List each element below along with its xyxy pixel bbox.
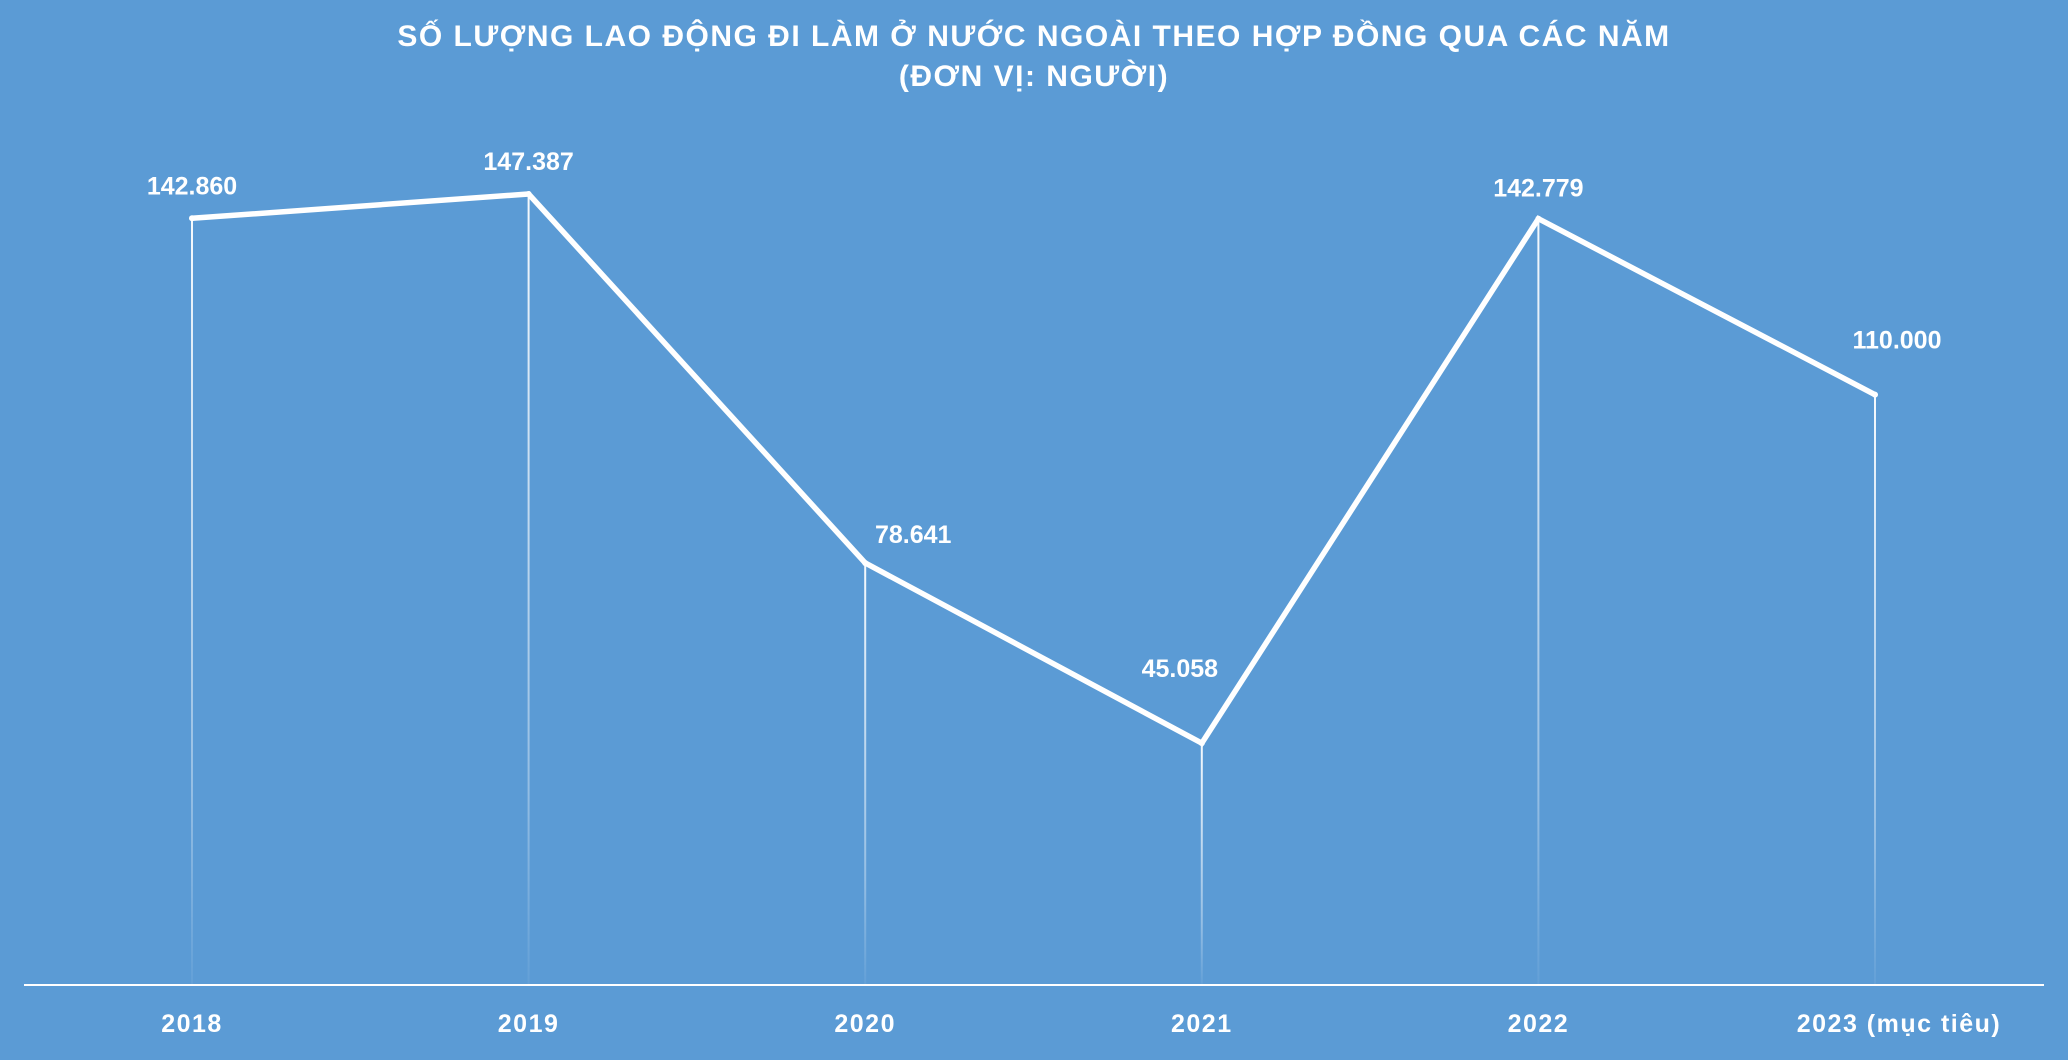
data-label: 45.058 — [1142, 655, 1219, 683]
chart-subtitle: (ĐƠN VỊ: NGƯỜI) — [899, 59, 1169, 93]
drop-line — [1537, 218, 1540, 985]
drop-line — [864, 562, 867, 985]
data-label: 78.641 — [875, 521, 952, 549]
data-point — [525, 191, 532, 197]
drop-line — [191, 218, 193, 986]
data-label: 110.000 — [1853, 327, 1942, 355]
x-tick-label: 2020 — [834, 1010, 896, 1038]
x-tick-label: 2022 — [1508, 1010, 1570, 1038]
data-point — [1535, 215, 1542, 222]
x-tick-label: 2019 — [498, 1010, 560, 1038]
x-tick-label: 2021 — [1171, 1010, 1233, 1038]
drop-lines — [191, 194, 1876, 986]
series-line — [189, 191, 1878, 747]
drop-line — [527, 194, 530, 985]
x-tick-label: 2023 (mục tiêu) — [1797, 1010, 2002, 1038]
x-tick-labels: 2018 2019 2020 2021 2022 2023 (mục tiêu) — [161, 1010, 2002, 1038]
series-group — [189, 191, 1878, 747]
drop-line — [1874, 394, 1876, 985]
data-point — [1198, 740, 1205, 747]
data-label: 142.860 — [147, 172, 237, 200]
data-label: 142.779 — [1493, 175, 1583, 203]
drop-line — [1200, 743, 1203, 985]
data-point — [862, 559, 869, 566]
data-point — [189, 215, 195, 222]
x-tick-label: 2018 — [161, 1010, 223, 1038]
data-point — [1872, 391, 1878, 398]
data-labels: 142.860 147.387 78.641 45.058 142.779 110.000 — [147, 148, 1942, 683]
data-label: 147.387 — [483, 148, 573, 176]
chart-title: SỐ LƯỢNG LAO ĐỘNG ĐI LÀM Ở NƯỚC NGOÀI TH… — [397, 19, 1670, 53]
